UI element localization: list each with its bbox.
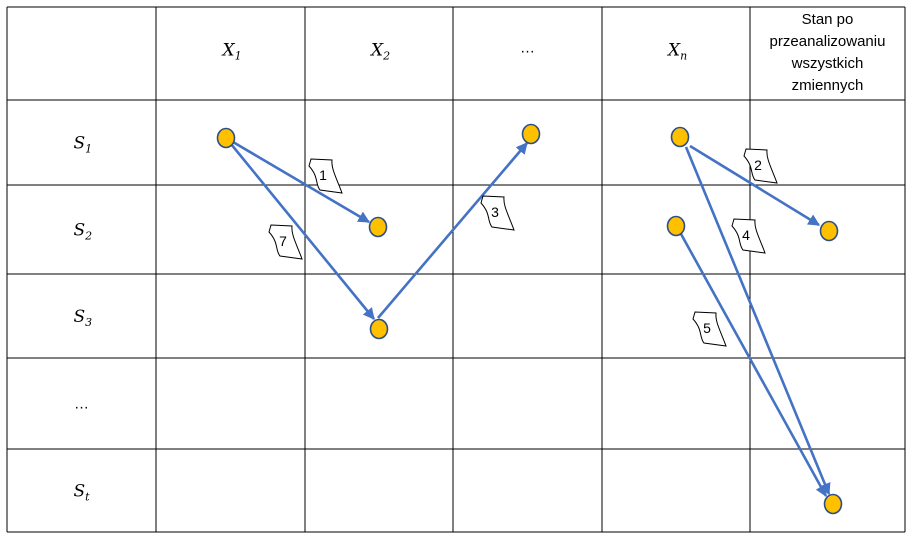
label-number: 7	[279, 233, 287, 249]
column-header-x1: X1	[221, 41, 242, 63]
column-header-x2-subscript: 2	[382, 50, 390, 63]
column-header-final-line: przeanalizowaniu	[770, 33, 886, 50]
row-header-ellipsis: …	[74, 396, 89, 413]
row-header-s2: S2	[74, 221, 93, 243]
row-header-s1-base: S	[74, 134, 86, 154]
column-header-final-line: Stan po	[802, 11, 854, 28]
state-node-x2-s3	[369, 318, 389, 340]
column-header-xn-subscript: n	[680, 50, 687, 63]
transition-arrow-1	[232, 140, 371, 224]
state-node-x1-s1	[216, 127, 236, 149]
row-header-st-subscript: t	[85, 491, 90, 504]
transition-label-4: 4	[731, 218, 766, 254]
column-header-final-line: zmiennych	[792, 77, 864, 94]
state-node-xn-s2	[666, 215, 686, 237]
row-header-s1: S1	[74, 134, 93, 156]
state-node-final-st	[823, 493, 843, 515]
row-header-s3-base: S	[74, 307, 86, 327]
label-number: 2	[754, 157, 762, 173]
column-header-xn: Xn	[666, 41, 687, 63]
label-callout-shape	[268, 224, 303, 260]
row-header-s2-subscript: 2	[84, 230, 92, 243]
transition-label-3: 3	[480, 195, 515, 231]
state-node-x2-s2	[368, 216, 388, 238]
state-node-ellipsis-s1	[521, 123, 541, 145]
label-callout-shape	[308, 158, 343, 194]
transition-arrow-4	[684, 146, 831, 496]
label-number: 5	[703, 320, 711, 336]
transition-arrow-5	[679, 233, 828, 498]
row-header-s3-subscript: 3	[85, 316, 92, 329]
label-number: 4	[742, 227, 750, 243]
label-number: 1	[319, 167, 327, 183]
label-callout-shape	[480, 195, 515, 231]
label-callout-shape	[731, 218, 766, 254]
row-header-s2-base: S	[74, 221, 86, 241]
table-grid	[6, 6, 906, 533]
transition-label-7: 7	[268, 224, 303, 260]
label-callout-shape	[692, 311, 727, 347]
row-header-st-base: S	[74, 482, 86, 502]
column-header-xn-base: X	[666, 41, 681, 61]
transition-labels: 1 7 3 2 4 5	[268, 148, 778, 347]
column-header-x1-subscript: 1	[235, 50, 242, 63]
column-header-ellipsis: …	[520, 40, 535, 57]
transition-arrow-2	[689, 144, 820, 227]
column-header-x1-base: X	[221, 41, 236, 61]
transition-label-2: 2	[743, 148, 778, 184]
column-header-final-line: wszystkich	[791, 55, 864, 72]
transition-arrow-3	[377, 142, 528, 319]
row-header-s3: S3	[74, 307, 93, 329]
state-nodes	[216, 123, 843, 515]
transition-arrows	[229, 140, 831, 498]
transition-label-5: 5	[692, 311, 727, 347]
state-node-xn-s1	[670, 126, 690, 148]
transition-label-1: 1	[308, 158, 343, 194]
state-node-final-s2	[819, 220, 839, 242]
column-header-x2-base: X	[369, 41, 384, 61]
label-callout-shape	[743, 148, 778, 184]
transition-arrow-7	[229, 143, 376, 320]
row-header-s1-subscript: 1	[85, 143, 92, 156]
row-header-st: St	[74, 482, 91, 504]
column-header-x2: X2	[369, 41, 390, 63]
label-number: 3	[491, 204, 499, 220]
